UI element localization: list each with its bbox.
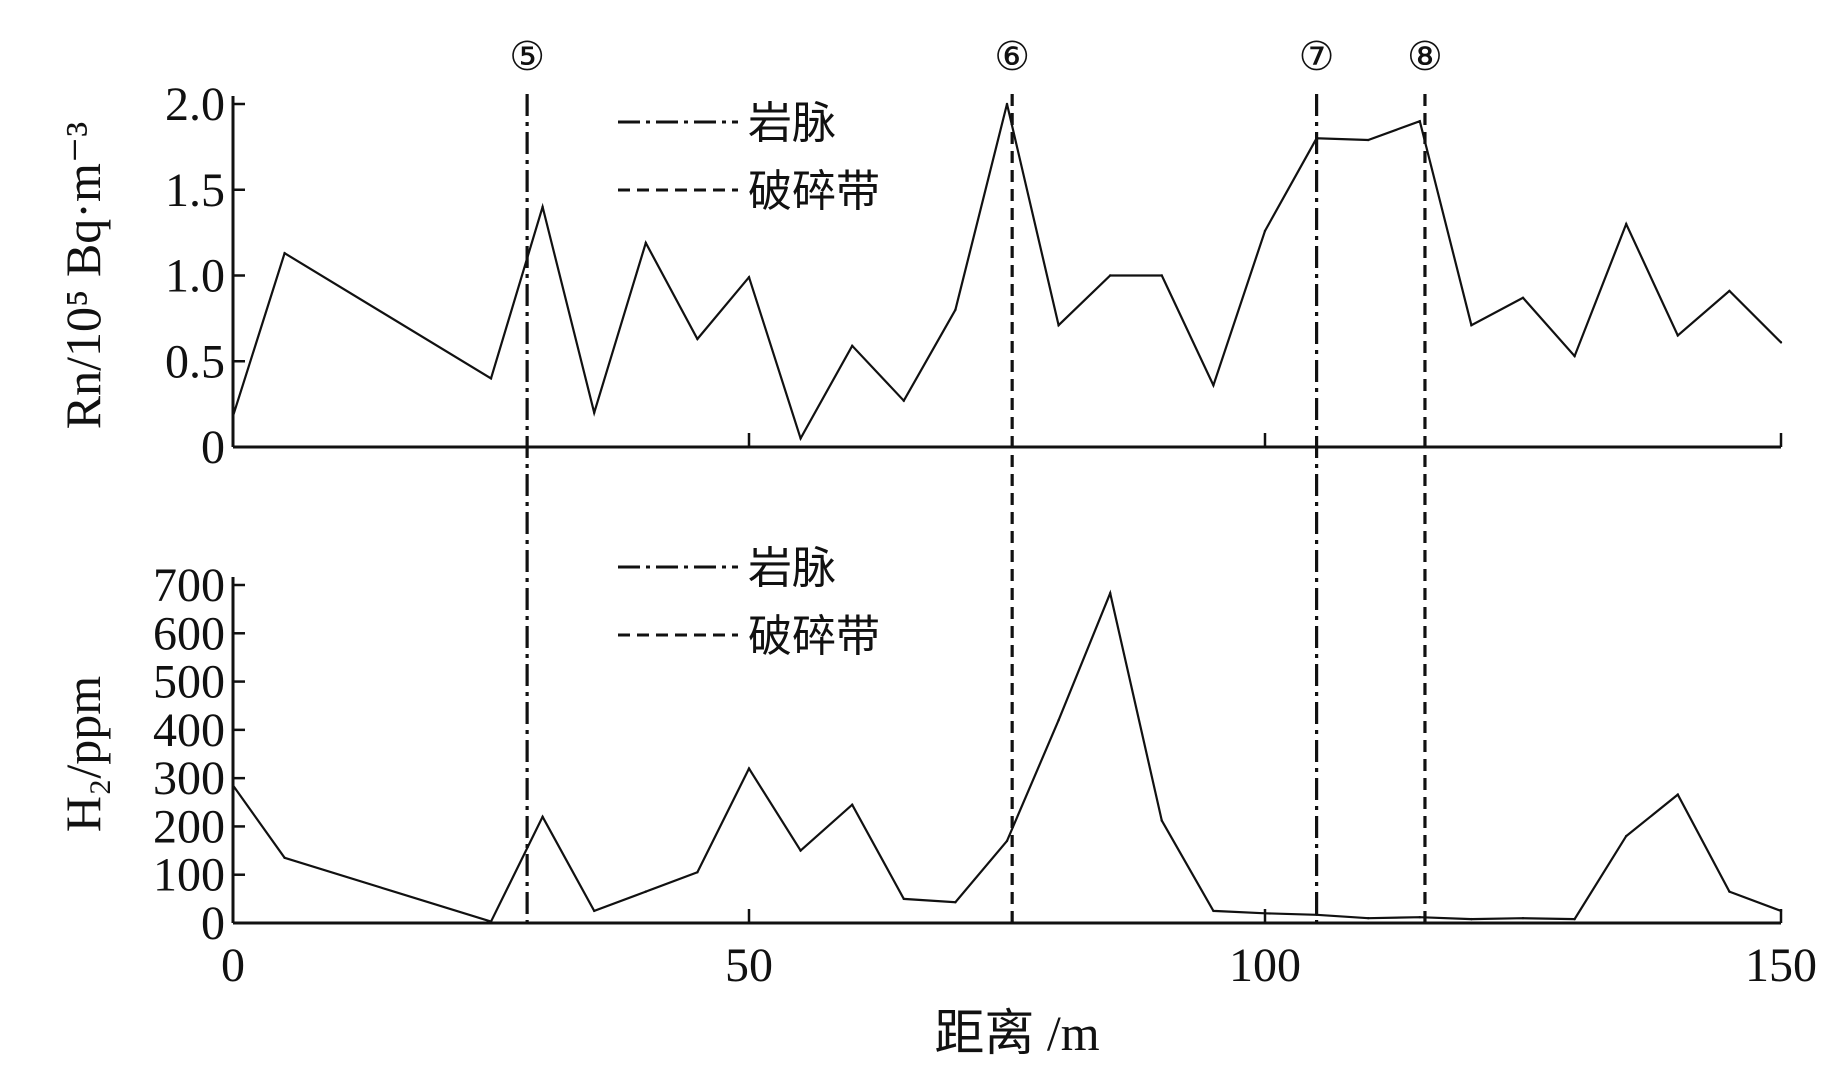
data-point	[1263, 229, 1267, 233]
data-point	[1470, 917, 1473, 921]
data-point	[747, 767, 751, 770]
data-point	[1160, 819, 1164, 822]
data-point	[1418, 916, 1422, 919]
y-tick-label: 0.5	[165, 335, 225, 388]
legend-label: 岩脉	[748, 544, 836, 593]
y-axis-title: Rn/10⁵ Bq·m⁻³	[55, 122, 111, 429]
data-point	[1057, 719, 1060, 722]
data-point	[1367, 138, 1370, 142]
data-point	[799, 849, 802, 852]
y-tick-label: 100	[153, 849, 225, 902]
data-point	[1315, 913, 1318, 916]
data-point	[799, 437, 802, 440]
y-tick-label: 700	[153, 559, 225, 612]
data-point	[696, 871, 699, 874]
data-point	[747, 276, 751, 279]
data-point	[283, 856, 286, 860]
data-point	[1263, 912, 1267, 915]
data-point	[851, 344, 854, 348]
marker-label: ⑤	[509, 34, 545, 79]
y-tick-label: 500	[153, 656, 225, 709]
data-point	[696, 337, 699, 341]
data-point	[1470, 324, 1473, 327]
data-point	[1109, 592, 1112, 595]
x-tick-label: 50	[725, 939, 773, 992]
legend-label: 岩脉	[748, 99, 836, 148]
data-point	[593, 411, 596, 414]
data-point	[954, 308, 957, 311]
y-tick-label: 400	[153, 704, 225, 757]
legend-label: 破碎带	[748, 167, 880, 216]
data-point	[954, 901, 957, 904]
data-point	[231, 784, 235, 787]
marker-label: ⑥	[994, 34, 1030, 79]
data-point	[902, 897, 905, 901]
data-point	[1212, 384, 1215, 387]
x-axis-title: 距离 /m	[934, 1005, 1099, 1061]
marker-label: ⑧	[1407, 34, 1443, 79]
y-tick-label: 0	[201, 897, 225, 950]
data-point	[902, 399, 905, 402]
legend-label: 破碎带	[748, 612, 880, 661]
data-point	[1212, 909, 1215, 913]
y-tick-label: 300	[153, 752, 225, 805]
x-tick-label: 150	[1745, 939, 1817, 992]
data-point	[1676, 334, 1680, 337]
data-point	[593, 909, 596, 913]
data-point	[541, 815, 544, 818]
series-line-bottom	[232, 589, 1782, 923]
data-point	[1521, 296, 1525, 299]
x-tick-label: 100	[1229, 939, 1301, 992]
y-tick-label: 1.5	[165, 164, 225, 217]
data-point	[231, 414, 235, 418]
data-point	[1779, 909, 1783, 913]
y-tick-label: 600	[153, 607, 225, 660]
data-point	[851, 803, 854, 806]
data-point	[1779, 341, 1783, 344]
data-point	[283, 252, 286, 255]
y-tick-label: 0	[201, 421, 225, 474]
data-point	[1676, 793, 1680, 796]
data-point	[489, 377, 493, 380]
data-point	[1625, 222, 1628, 226]
x-tick-label: 0	[221, 939, 245, 992]
data-point	[644, 241, 647, 245]
data-point	[644, 890, 647, 893]
data-point	[1057, 324, 1060, 327]
data-point	[1367, 916, 1370, 920]
data-point	[1521, 916, 1525, 920]
data-point	[1573, 354, 1576, 358]
data-point	[1005, 839, 1009, 843]
data-point	[1573, 917, 1576, 921]
y-tick-label: 1.0	[165, 250, 225, 303]
data-point	[489, 920, 493, 923]
series-line-top	[231, 103, 1782, 442]
data-point	[1109, 274, 1112, 277]
y-tick-label: 2.0	[165, 78, 225, 131]
data-point	[1418, 119, 1422, 123]
y-axis-title: H₂/ppm	[55, 676, 111, 832]
data-point	[1160, 274, 1164, 277]
data-point	[1625, 834, 1628, 838]
data-point	[1728, 890, 1731, 893]
data-point	[1005, 102, 1009, 106]
marker-label: ⑦	[1299, 34, 1335, 79]
data-point	[541, 205, 544, 209]
data-point	[1728, 289, 1731, 293]
y-tick-label: 200	[153, 800, 225, 853]
